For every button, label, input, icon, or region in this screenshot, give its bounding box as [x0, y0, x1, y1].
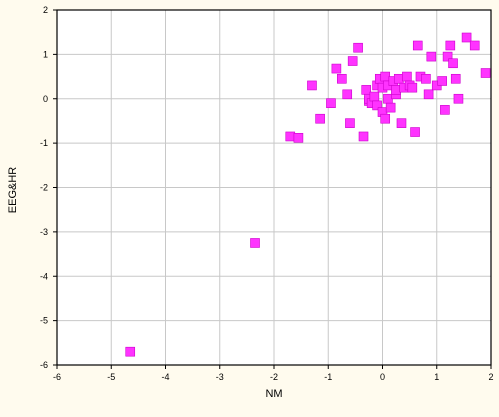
data-point — [326, 98, 336, 108]
data-point — [250, 238, 260, 248]
x-tick-label: -2 — [270, 372, 278, 382]
point-layer — [125, 32, 491, 357]
data-point — [407, 82, 418, 93]
data-point — [380, 71, 391, 82]
y-axis-label: EEG&HR — [7, 167, 19, 214]
data-point — [372, 100, 382, 111]
x-tick-label: 2 — [488, 372, 493, 382]
data-point — [380, 113, 391, 124]
data-point — [331, 63, 342, 74]
y-tick-label: 2 — [43, 5, 48, 15]
data-point — [361, 85, 372, 95]
y-tick-label: 0 — [43, 94, 48, 104]
data-point — [412, 40, 423, 51]
grid-layer — [57, 10, 491, 365]
data-point — [469, 40, 480, 51]
data-point — [396, 118, 407, 128]
data-point — [369, 91, 380, 102]
x-tick-label: 1 — [434, 372, 439, 382]
x-tick-label: -1 — [324, 372, 332, 382]
x-tick-label: -5 — [107, 372, 115, 382]
y-tick-label: -1 — [40, 138, 48, 148]
y-tick-label: -3 — [40, 227, 48, 237]
data-point — [285, 131, 296, 142]
data-point — [450, 73, 461, 84]
data-point — [393, 73, 404, 84]
data-point — [345, 118, 355, 128]
data-point — [347, 56, 358, 66]
y-tick-label: 1 — [43, 49, 48, 59]
x-tick-label: -4 — [161, 372, 169, 382]
data-point — [461, 32, 472, 43]
data-point — [337, 73, 347, 84]
y-tick-label: -2 — [40, 183, 48, 193]
data-point — [480, 68, 491, 78]
data-point — [353, 42, 363, 53]
data-point — [426, 51, 437, 62]
x-tick-label: 0 — [380, 372, 385, 382]
data-point — [315, 113, 325, 124]
x-axis-label: NM — [265, 388, 282, 400]
y-tick-label: -5 — [40, 316, 48, 326]
y-tick-label: -6 — [40, 360, 48, 370]
data-point — [125, 346, 136, 357]
data-point — [421, 73, 431, 84]
data-point — [410, 127, 420, 137]
data-point — [448, 58, 458, 69]
data-point — [383, 93, 393, 104]
data-point — [385, 102, 396, 113]
data-point — [440, 105, 450, 115]
data-point — [453, 93, 464, 104]
y-tick-label: -4 — [40, 271, 48, 281]
data-point — [402, 71, 412, 82]
data-point — [442, 51, 453, 62]
x-tick-label: -3 — [216, 372, 224, 382]
data-point — [358, 131, 369, 142]
data-point — [307, 80, 317, 91]
data-point — [423, 89, 434, 100]
data-point — [437, 76, 447, 86]
tick-layer: -6 -5 -4 -3 -2 -1 0 1 2 2 1 0 -1 -2 -3 -4 -5 -6 — [40, 5, 494, 382]
data-point — [342, 89, 353, 100]
data-point — [391, 85, 401, 95]
data-point — [293, 133, 304, 143]
x-tick-label: -6 — [53, 372, 61, 382]
data-point — [445, 40, 456, 51]
